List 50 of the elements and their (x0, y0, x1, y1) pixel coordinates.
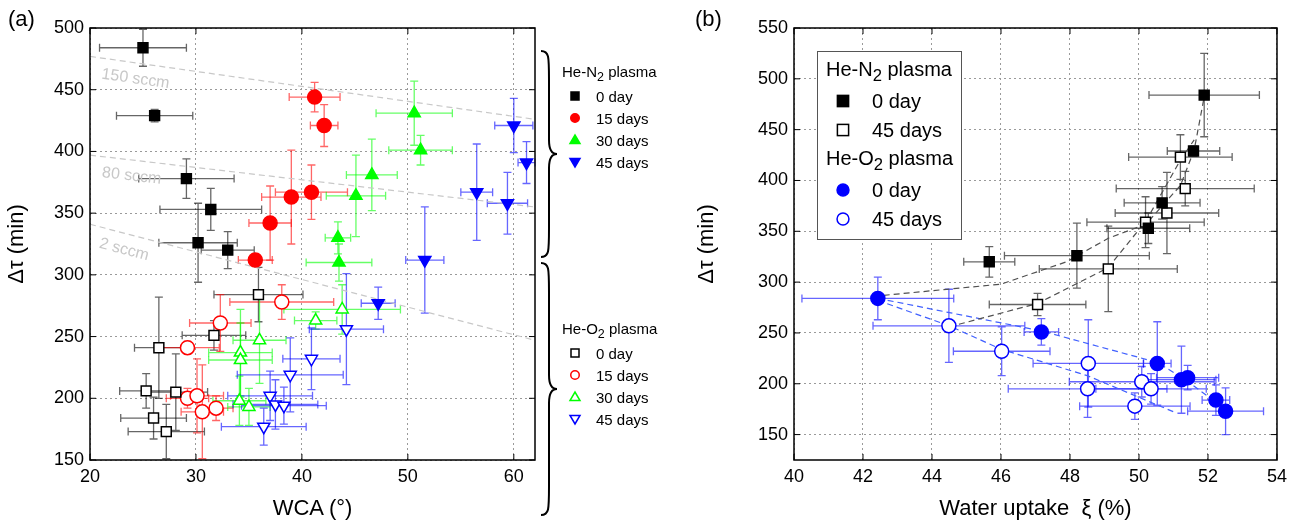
y-tick-label: 450 (757, 118, 788, 139)
x-tick-label: 40 (291, 465, 312, 486)
x-tick-label: 60 (503, 465, 524, 486)
annotation: He-O$_{2}$ plasma (826, 145, 954, 176)
x-tick-label: 54 (1266, 465, 1287, 486)
y-axis-title: Δτ (min) (693, 204, 719, 284)
annotation: He-N$_{2}$ plasma (826, 57, 953, 87)
legend-label: 15 days (596, 365, 649, 385)
y-tick-label: 300 (53, 263, 84, 284)
y-tick-label: 550 (757, 16, 788, 37)
chart-title: (a) (8, 6, 35, 32)
x-tick-label: 30 (185, 465, 206, 486)
y-tick-label: 300 (757, 271, 788, 292)
x-tick-label: 48 (1059, 465, 1081, 486)
x-tick-label: 44 (921, 465, 943, 486)
x-tick-label: 42 (852, 465, 874, 486)
legend-label: 0 day (872, 89, 921, 115)
legend-label: 45 days (872, 206, 943, 232)
x-axis-title: WCA (°) (272, 494, 353, 520)
x-tick-label: 50 (1128, 465, 1150, 486)
legend-label: 30 days (596, 387, 649, 407)
legend-label: 45 days (596, 152, 649, 172)
y-tick-label: 450 (53, 78, 84, 99)
y-tick-label: 250 (53, 325, 84, 346)
x-tick-label: 46 (990, 465, 1012, 486)
y-tick-label: 400 (53, 140, 84, 161)
text: He-N$_{2}$ plasma (562, 62, 657, 86)
text: He-O$_{2}$ plasma (562, 319, 658, 343)
legend-label: 45 days (872, 118, 943, 144)
y-tick-label: 350 (757, 220, 788, 241)
y-tick-label: 500 (53, 16, 84, 37)
y-tick-label: 500 (757, 67, 788, 88)
y-tick-label: 200 (757, 372, 788, 393)
x-tick-label: 50 (397, 465, 418, 486)
x-tick-label: 52 (1197, 465, 1219, 486)
x-tick-label: 40 (783, 465, 805, 486)
legend-label: 45 days (596, 409, 649, 429)
legend-label: 0 day (596, 343, 633, 363)
y-tick-label: 400 (757, 169, 788, 190)
y-tick-label: 250 (757, 321, 788, 342)
y-axis-title: Δτ (min) (3, 204, 29, 284)
legend-label: 0 day (596, 86, 633, 106)
y-tick-label: 150 (757, 423, 788, 444)
legend-label: 15 days (596, 108, 649, 128)
chart-title: (b) (695, 6, 722, 32)
legend-label: 30 days (596, 130, 649, 150)
x-axis-title: Water uptake ξ (%) (939, 494, 1132, 520)
y-tick-label: 350 (53, 202, 84, 223)
y-tick-label: 200 (53, 387, 84, 408)
legend-label: 0 day (872, 177, 921, 203)
